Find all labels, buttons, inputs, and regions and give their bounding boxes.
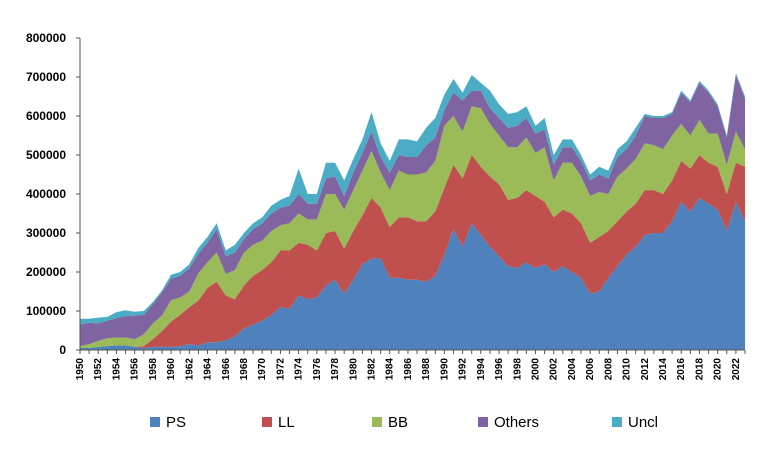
x-tick-label: 1998	[512, 358, 523, 381]
x-tick-label: 2014	[658, 358, 669, 381]
legend-label-ps: PS	[166, 414, 186, 431]
legend-swatch-bb	[372, 417, 382, 427]
x-tick-label: 2008	[603, 358, 614, 381]
legend-swatch-ps	[150, 417, 160, 427]
x-tick-label: 2016	[676, 358, 687, 381]
x-tick-label: 2020	[713, 358, 724, 381]
legend-label-others: Others	[494, 414, 539, 431]
y-tick-label: 600000	[26, 109, 66, 123]
x-tick-label: 1960	[166, 358, 177, 381]
axes-layer	[76, 37, 746, 354]
x-tick-label: 1958	[148, 358, 159, 381]
x-tick-label: 1984	[385, 358, 396, 381]
y-tick-label: 500000	[26, 148, 66, 162]
x-tick-label: 1990	[439, 358, 450, 381]
x-tick-label: 1954	[111, 358, 122, 381]
legend-label-uncl: Uncl	[628, 414, 658, 431]
x-tick-label: 1964	[203, 358, 214, 381]
area-series-ll	[80, 155, 745, 349]
x-tick-label: 1950	[75, 358, 86, 381]
x-tick-labels: 1950 1952 1954 1956 1958 1960 1962 1964 1966 1968…	[75, 358, 742, 381]
legend-label-ll: LL	[278, 414, 295, 431]
x-tick-label: 1978	[330, 358, 341, 381]
x-tick-label: 1968	[239, 358, 250, 381]
x-tick-label: 1962	[184, 358, 195, 381]
x-tick-label: 1952	[93, 358, 104, 381]
x-tick-label: 1986	[403, 358, 414, 381]
y-tick-label: 100000	[26, 304, 66, 318]
legend-swatch-uncl	[612, 417, 622, 427]
legend-swatch-ll	[262, 417, 272, 427]
y-tick-label: 800000	[26, 31, 66, 45]
x-tick-label: 1982	[367, 358, 378, 381]
x-tick-label: 2012	[640, 358, 651, 381]
y-tick-label: 300000	[26, 226, 66, 240]
area-series-ps	[80, 197, 745, 350]
x-tick-label: 1980	[348, 358, 359, 381]
x-tick-label: 2006	[585, 358, 596, 381]
x-tick-label: 2010	[622, 358, 633, 381]
x-tick-label: 1994	[476, 358, 487, 381]
x-tick-label: 1988	[421, 358, 432, 381]
area-series-bb	[80, 106, 745, 349]
x-tick-label: 1956	[130, 358, 141, 381]
x-tick-label: 2018	[694, 358, 705, 381]
legend: PS LL BB Others Uncl	[150, 414, 658, 431]
x-tick-label: 2000	[530, 358, 541, 381]
areas-layer	[80, 73, 745, 350]
legend-swatch-others	[478, 417, 488, 427]
area-series-others	[80, 75, 745, 347]
x-tick-label: 1970	[257, 358, 268, 381]
area-series-uncl	[80, 73, 745, 325]
y-tick-label: 200000	[26, 265, 66, 279]
y-tick-label: 400000	[26, 187, 66, 201]
x-tick-label: 1974	[294, 358, 305, 381]
x-tick-label: 2022	[731, 358, 742, 381]
x-tick-label: 1992	[458, 358, 469, 381]
y-tick-label: 700000	[26, 70, 66, 84]
x-tick-label: 1972	[275, 358, 286, 381]
x-tick-label: 1966	[221, 358, 232, 381]
y-tick-label: 0	[59, 343, 66, 357]
x-tick-label: 2002	[549, 358, 560, 381]
x-tick-label: 2004	[567, 358, 578, 381]
y-tick-labels: 0 100000 200000 300000 400000 500000 600000 700…	[26, 31, 66, 357]
x-tick-label: 1996	[494, 358, 505, 381]
legend-label-bb: BB	[388, 414, 408, 431]
x-tick-label: 1976	[312, 358, 323, 381]
